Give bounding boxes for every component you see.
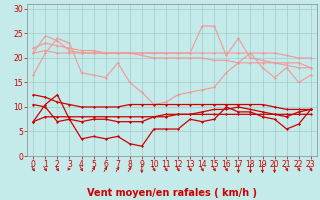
Text: Vent moyen/en rafales ( km/h ): Vent moyen/en rafales ( km/h ) <box>87 188 257 198</box>
